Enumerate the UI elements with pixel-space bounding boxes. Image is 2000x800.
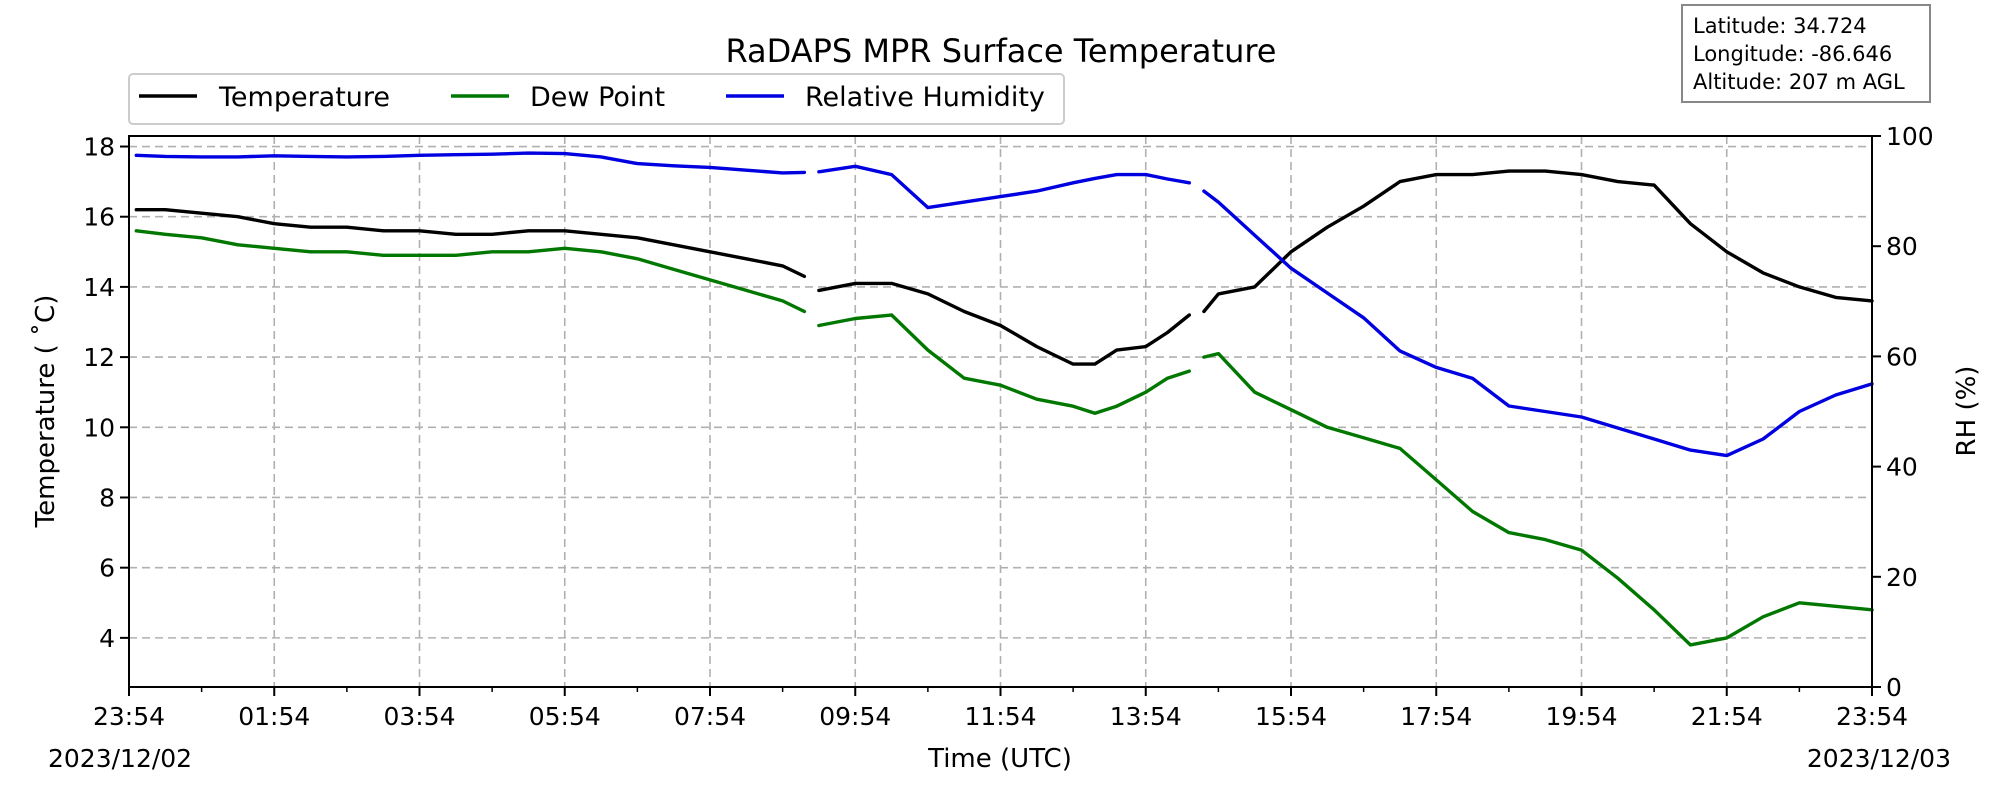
y-tick-label: 6 <box>99 554 115 583</box>
x-tick-label: 19:54 <box>1545 702 1617 731</box>
x-tick-label: 09:54 <box>819 702 891 731</box>
y2-tick-label: 100 <box>1886 122 1934 151</box>
x-tick-label: 11:54 <box>964 702 1036 731</box>
x-tick-label: 23:54 <box>1836 702 1908 731</box>
info-longitude: Longitude: -86.646 <box>1693 42 1892 66</box>
legend-box <box>128 73 1065 125</box>
x-tick-label: 21:54 <box>1691 702 1763 731</box>
series-line-relative-humidity <box>134 151 1874 458</box>
series-layer <box>134 151 1874 647</box>
y-axis-title: Temperature ( ˚C) <box>31 295 61 529</box>
end-date-label: 2023/12/03 <box>1807 744 1951 773</box>
legend: Temperature Dew Point Relative Humidity <box>128 73 1065 125</box>
series-line-dew-point <box>134 229 1874 647</box>
y-tick-label: 16 <box>83 203 115 232</box>
y2-tick-label: 60 <box>1886 342 1918 371</box>
y-axis-right: 0 20 40 60 80 100 <box>1872 122 1934 702</box>
y2-tick-label: 20 <box>1886 563 1918 592</box>
y-tick-label: 10 <box>83 413 115 442</box>
chart-title: RaDAPS MPR Surface Temperature <box>726 32 1277 70</box>
y-tick-label: 14 <box>83 273 115 302</box>
y-axis-left: 4 6 8 10 12 14 16 18 <box>83 133 129 653</box>
x-tick-label: 07:54 <box>674 702 746 731</box>
x-tick-label: 01:54 <box>238 702 310 731</box>
info-altitude: Altitude: 207 m AGL <box>1693 70 1905 94</box>
legend-label-temperature: Temperature <box>218 82 390 113</box>
info-box-frame <box>1681 4 1931 103</box>
y-tick-label: 12 <box>83 343 115 372</box>
x-tick-label: 13:54 <box>1110 702 1182 731</box>
info-latitude: Latitude: 34.724 <box>1693 14 1867 38</box>
x-tick-label: 23:54 <box>93 702 165 731</box>
start-date-label: 2023/12/02 <box>48 744 192 773</box>
x-tick-label: 03:54 <box>383 702 455 731</box>
x-tick-label: 05:54 <box>529 702 601 731</box>
x-tick-label: 15:54 <box>1255 702 1327 731</box>
y-tick-label: 18 <box>83 133 115 162</box>
x-axis-title: Time (UTC) <box>927 744 1072 774</box>
location-info-box: Latitude: 34.724 Longitude: -86.646 Alti… <box>1681 4 1931 103</box>
x-tick-label: 17:54 <box>1400 702 1472 731</box>
grid-layer <box>129 136 1872 687</box>
y-tick-label: 4 <box>99 624 115 653</box>
x-axis: 23:54 01:54 03:54 05:54 07:54 09:54 11:54 13:54… <box>93 687 1908 731</box>
legend-label-dew-point: Dew Point <box>530 82 665 113</box>
y2-tick-label: 40 <box>1886 453 1918 482</box>
y-tick-label: 8 <box>99 483 115 512</box>
y2-tick-label: 80 <box>1886 232 1918 261</box>
y2-axis-title: RH (%) <box>1952 366 1982 457</box>
y2-tick-label: 0 <box>1886 673 1902 702</box>
series-line-temperature <box>134 169 1874 366</box>
legend-label-relative-humidity: Relative Humidity <box>805 82 1045 113</box>
